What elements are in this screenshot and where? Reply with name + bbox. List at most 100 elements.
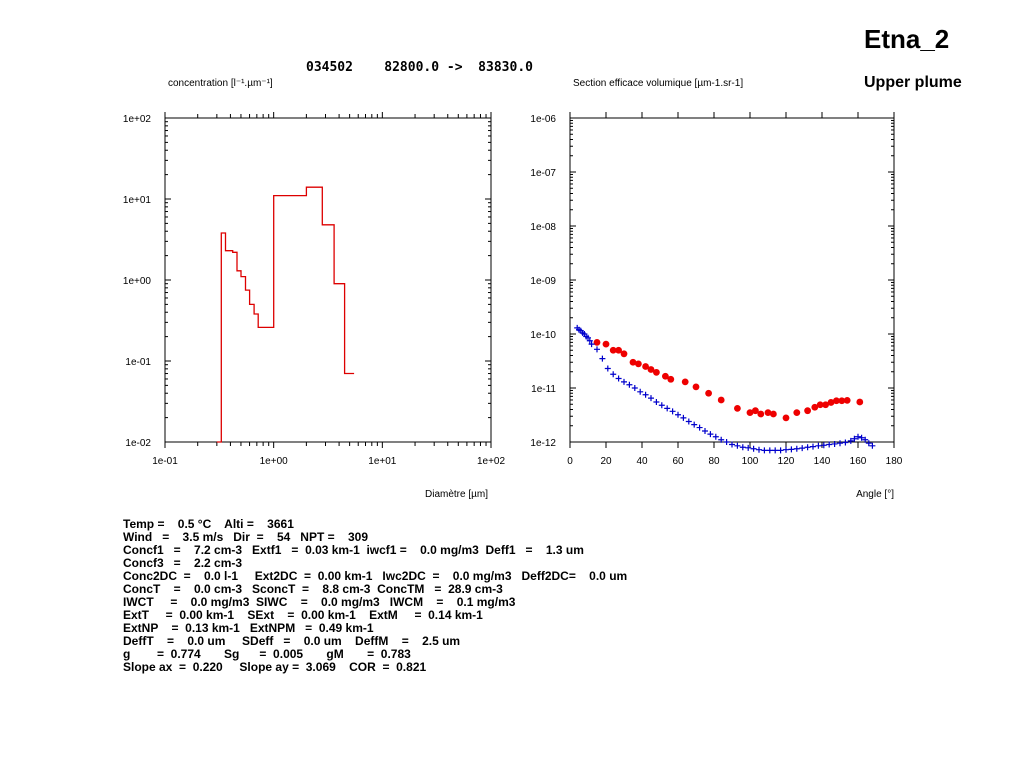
x-tick-label: 180 bbox=[886, 456, 903, 467]
y-tick-label: 1e+02 bbox=[123, 114, 152, 125]
data-point-plus bbox=[777, 447, 784, 454]
data-point-dot bbox=[752, 407, 759, 415]
stat-line: IWCT = 0.0 mg/m3 SIWC = 0.0 mg/m3 IWCM =… bbox=[123, 595, 516, 609]
scattering-chart: 1e-12 1e-11 1e-10 1e-09 1e-08 1e-07 1e-06 0 20 40… bbox=[530, 112, 903, 500]
data-point-dot bbox=[647, 366, 655, 373]
data-point-plus bbox=[685, 418, 692, 425]
data-point-dot bbox=[816, 401, 824, 409]
y-tick-label: 1e-06 bbox=[530, 114, 556, 125]
data-point-dot bbox=[804, 407, 811, 415]
data-point-dot bbox=[609, 346, 617, 354]
data-point-dot bbox=[827, 399, 835, 406]
data-point-plus bbox=[837, 440, 843, 447]
data-point-plus bbox=[739, 444, 746, 451]
x-tick-label: 60 bbox=[672, 456, 684, 467]
data-point-dot bbox=[615, 346, 622, 354]
y-tick-label: 1e-02 bbox=[125, 438, 151, 449]
plot-frame bbox=[164, 117, 492, 443]
data-point-plus bbox=[826, 441, 833, 448]
stat-line: Temp = 0.5 °C Alti = 3661 bbox=[123, 517, 294, 531]
data-point-plus bbox=[718, 436, 725, 443]
stat-line: Concf1 = 7.2 cm-3 Extf1 = 0.03 km-1 iwcf… bbox=[123, 543, 584, 557]
data-point-plus bbox=[810, 443, 816, 450]
x-tick-label: 1e+02 bbox=[477, 456, 506, 467]
data-point-plus bbox=[766, 447, 773, 454]
data-point-plus bbox=[712, 433, 719, 440]
y-tick-label: 1e-07 bbox=[530, 168, 556, 179]
data-point-dot bbox=[843, 396, 851, 404]
y-tick-label: 1e-12 bbox=[530, 438, 556, 449]
stat-line: ExtNP = 0.13 km-1 ExtNPM = 0.49 km-1 bbox=[123, 621, 374, 635]
data-point-dot bbox=[746, 409, 754, 417]
data-point-dot bbox=[662, 372, 669, 380]
data-point-dot bbox=[793, 409, 801, 417]
y-tick-label: 1e+01 bbox=[123, 195, 152, 206]
data-point-dot bbox=[770, 410, 777, 418]
data-point-plus bbox=[858, 434, 865, 441]
data-point-plus bbox=[588, 341, 595, 348]
stat-line: Concf3 = 2.2 cm-3 bbox=[123, 556, 243, 570]
y-tick-label: 1e-09 bbox=[530, 276, 556, 287]
x-tick-label: 80 bbox=[708, 456, 720, 467]
data-point-plus bbox=[750, 445, 757, 452]
data-point-plus bbox=[707, 431, 714, 438]
data-point-plus bbox=[675, 411, 681, 418]
data-point-plus bbox=[815, 442, 822, 449]
stat-line: DeffT = 0.0 um SDeff = 0.0 um DeffM = 2.… bbox=[123, 634, 461, 648]
data-point-dot bbox=[757, 410, 765, 418]
size-distribution-ytitle: concentration [l⁻¹.µm⁻¹] bbox=[168, 78, 273, 89]
data-point-plus bbox=[648, 395, 654, 402]
stat-line: Slope ax = 0.220 Slope ay = 3.069 COR = … bbox=[123, 660, 427, 674]
scattering-ytitle: Section efficace volumique [µm-1.sr-1] bbox=[573, 78, 744, 89]
data-point-plus bbox=[702, 427, 708, 434]
data-point-plus bbox=[847, 437, 854, 444]
data-point-plus bbox=[631, 385, 638, 391]
data-point-dot bbox=[833, 397, 840, 405]
y-tick-label: 1e-01 bbox=[125, 357, 151, 368]
data-point-dot bbox=[602, 340, 610, 348]
y-tick-label: 1e-11 bbox=[531, 384, 556, 395]
data-point-dot bbox=[629, 358, 637, 366]
data-point-plus bbox=[772, 447, 779, 454]
data-point-plus bbox=[642, 391, 649, 398]
data-point-plus bbox=[865, 440, 872, 447]
stats-block: Temp = 0.5 °C Alti = 3661 Wind = 3.5 m/s … bbox=[123, 518, 627, 674]
data-point-dot bbox=[838, 397, 846, 405]
x-tick-label: 20 bbox=[600, 456, 612, 467]
data-point-plus bbox=[761, 447, 768, 454]
y-tick-label: 1e+00 bbox=[123, 276, 152, 287]
data-point-dot bbox=[667, 375, 675, 383]
data-point-dot bbox=[692, 383, 700, 391]
data-point-plus bbox=[610, 371, 617, 378]
y-tick-label: 1e-08 bbox=[530, 222, 556, 233]
data-point-plus bbox=[869, 442, 876, 449]
data-point-plus bbox=[788, 446, 795, 453]
data-point-plus bbox=[586, 337, 593, 344]
data-point-dot bbox=[822, 401, 829, 409]
x-tick-label: 140 bbox=[814, 456, 831, 467]
data-point-plus bbox=[594, 346, 600, 353]
data-point-plus bbox=[626, 381, 633, 388]
data-point-dot bbox=[856, 398, 864, 406]
data-point-dot bbox=[717, 396, 725, 404]
data-point-plus bbox=[745, 444, 752, 451]
data-point-dot bbox=[635, 360, 642, 368]
x-tick-label: 1e+01 bbox=[368, 456, 397, 467]
stat-line: g = 0.774 Sg = 0.005 gM = 0.783 bbox=[123, 647, 411, 661]
data-point-plus bbox=[793, 445, 800, 452]
data-point-plus bbox=[723, 439, 730, 445]
data-point-plus bbox=[696, 424, 703, 431]
y-tick-label: 1e-10 bbox=[530, 330, 556, 341]
data-point-plus bbox=[680, 414, 687, 421]
slide-title: Etna_2 bbox=[864, 24, 950, 54]
data-point-plus bbox=[734, 442, 741, 449]
data-point-plus bbox=[599, 355, 606, 362]
data-point-dot bbox=[681, 378, 689, 386]
plot-frame bbox=[569, 117, 895, 443]
data-point-plus bbox=[729, 441, 735, 448]
data-point-plus bbox=[855, 433, 861, 440]
stat-line: Wind = 3.5 m/s Dir = 54 NPT = 309 bbox=[123, 530, 368, 544]
stat-line: Conc2DC = 0.0 l-1 Ext2DC = 0.00 km-1 Iwc… bbox=[123, 569, 628, 583]
data-point-plus bbox=[691, 421, 698, 428]
x-tick-label: 0 bbox=[567, 456, 573, 467]
